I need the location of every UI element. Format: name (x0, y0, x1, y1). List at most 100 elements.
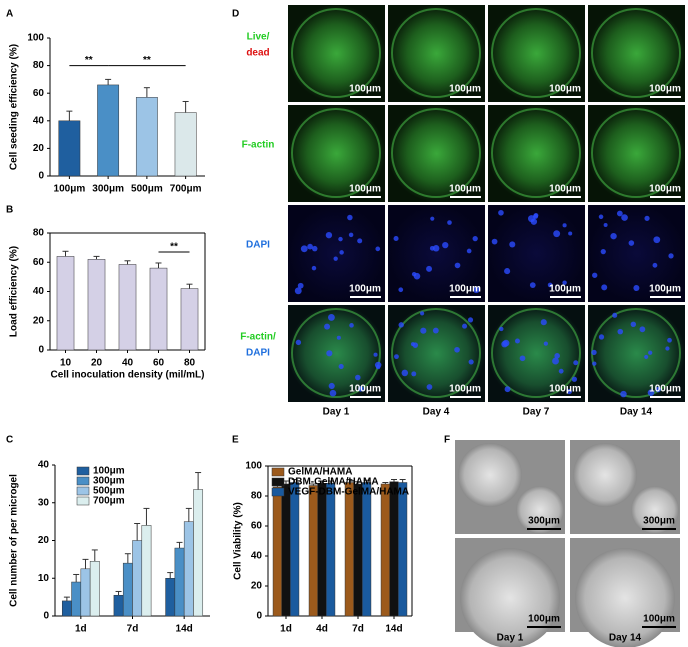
nucleus (644, 354, 649, 360)
error-bar (134, 523, 141, 541)
nucleus (568, 231, 573, 236)
error-bar (355, 481, 361, 484)
error-bar (155, 262, 162, 269)
error-bar (105, 78, 112, 85)
nucleus (573, 360, 579, 366)
microgel (591, 108, 681, 198)
scale-bar-label: 100μm (649, 284, 681, 295)
nucleus (491, 238, 498, 245)
nucleus (420, 311, 425, 316)
micrograph (488, 5, 585, 102)
bar (165, 578, 176, 617)
error-bar (124, 260, 131, 265)
legend-swatch (271, 467, 285, 477)
legend-swatch (76, 486, 90, 496)
error-bar (195, 472, 202, 490)
error-bar (167, 572, 174, 579)
scale-bar-label: 100μm (349, 184, 381, 195)
x-tick-label: 20 (91, 358, 103, 369)
y-axis-label: Cell seeding efficiency (%) (9, 44, 20, 170)
y-tick-label: 20 (251, 581, 263, 592)
sem-sphere (460, 548, 560, 647)
nucleus (410, 342, 416, 347)
bar (362, 482, 372, 617)
nucleus (648, 350, 653, 355)
error-bar (346, 479, 353, 483)
nucleus (529, 282, 536, 289)
y-tick-label: 0 (38, 171, 44, 182)
nucleus (467, 317, 474, 323)
y-axis-label: Load efficiency (%) (9, 246, 20, 337)
nucleus (426, 265, 433, 272)
bar (344, 482, 354, 617)
nucleus (532, 213, 539, 219)
y-tick-label: 60 (251, 521, 263, 532)
nucleus (620, 390, 627, 398)
nucleus (398, 322, 404, 328)
panel-label: C (6, 435, 13, 446)
nucleus (600, 249, 606, 255)
nucleus (300, 245, 308, 253)
nucleus (297, 282, 304, 289)
microgel (291, 308, 381, 398)
nucleus (325, 232, 333, 239)
nucleus (592, 361, 597, 366)
nucleus (653, 236, 661, 244)
microgel (391, 108, 481, 198)
nucleus (553, 230, 561, 238)
legend-label: 700μm (93, 496, 125, 507)
nucleus (307, 243, 313, 250)
nucleus (326, 350, 333, 357)
legend-label: 300μm (93, 476, 125, 487)
scale-bar-label: 100μm (449, 284, 481, 295)
microgel (491, 108, 581, 198)
error-bar (176, 541, 183, 549)
nucleus (628, 240, 635, 246)
legend-label: DBM-GelMA/HAMA (288, 477, 379, 488)
nucleus (540, 319, 547, 326)
x-tick-label: 60 (153, 358, 165, 369)
nucleus (328, 382, 335, 390)
scale-bar-label: 300μm (528, 516, 560, 527)
y-tick-label: 60 (33, 257, 45, 268)
error-bar (143, 507, 150, 526)
significance-label: ** (170, 242, 178, 253)
nucleus (294, 287, 302, 295)
y-tick-label: 40 (33, 286, 45, 297)
error-bar (66, 110, 73, 121)
error-bar (182, 100, 189, 113)
error-bar (143, 87, 150, 98)
legend-swatch (271, 477, 285, 487)
bar (118, 264, 137, 351)
nucleus (644, 215, 650, 221)
nucleus (543, 341, 548, 346)
microgel (291, 108, 381, 198)
y-tick-label: 80 (251, 491, 263, 502)
nucleus (655, 386, 661, 393)
panel-label: A (6, 9, 13, 20)
nucleus (398, 287, 404, 293)
row-label: F-actin (242, 140, 275, 151)
x-tick-label: 700μm (170, 184, 202, 195)
nucleus (466, 248, 472, 254)
error-bar (91, 549, 98, 562)
bar (308, 485, 318, 617)
column-label: Day 4 (423, 407, 450, 418)
bar (317, 483, 327, 617)
nucleus (394, 354, 399, 360)
row-label: F-actin/ (240, 332, 276, 343)
microgel (491, 308, 581, 398)
error-bar (63, 596, 70, 601)
nucleus (668, 253, 674, 259)
scale-bar-label: 100μm (649, 84, 681, 95)
nucleus (592, 272, 598, 278)
nucleus (647, 389, 655, 396)
micrograph (288, 105, 385, 202)
nucleus (426, 384, 433, 390)
microgel (291, 8, 381, 98)
scale-bar-label: 100μm (549, 384, 581, 395)
y-tick-label: 20 (33, 143, 45, 154)
bar (398, 482, 408, 617)
nucleus (598, 214, 604, 220)
x-tick-label: 1d (280, 624, 292, 635)
